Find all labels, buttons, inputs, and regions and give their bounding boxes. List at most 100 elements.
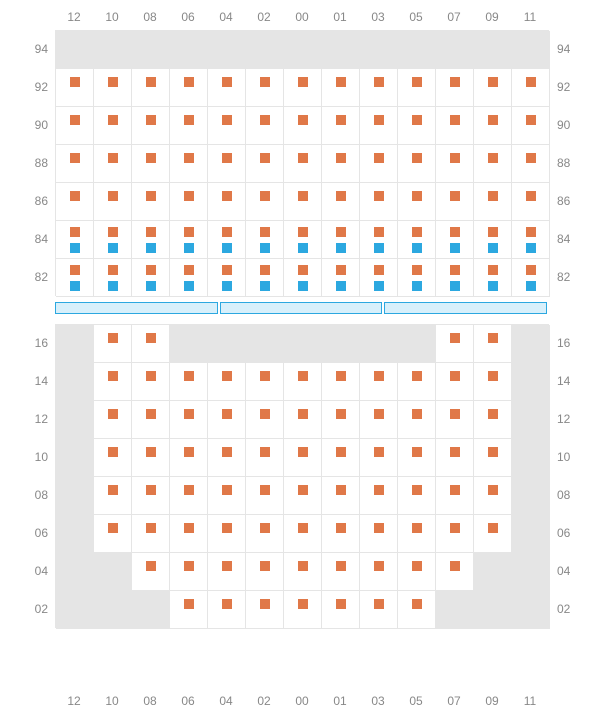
seat-cell[interactable] — [94, 401, 132, 439]
seat-cell[interactable] — [208, 477, 246, 515]
seat-cell[interactable] — [436, 439, 474, 477]
seat-cell[interactable] — [208, 259, 246, 297]
seat-cell[interactable] — [322, 183, 360, 221]
seat-cell[interactable] — [208, 401, 246, 439]
seat-cell[interactable] — [94, 515, 132, 553]
seat-cell[interactable] — [132, 325, 170, 363]
seat-cell[interactable] — [56, 183, 94, 221]
seat-cell[interactable] — [170, 591, 208, 629]
seat-cell[interactable] — [246, 515, 284, 553]
seat-cell[interactable] — [360, 259, 398, 297]
seat-cell[interactable] — [94, 183, 132, 221]
seat-cell[interactable] — [512, 69, 550, 107]
seat-cell[interactable] — [322, 69, 360, 107]
seat-cell[interactable] — [436, 69, 474, 107]
seat-cell[interactable] — [322, 145, 360, 183]
seat-cell[interactable] — [512, 145, 550, 183]
seat-cell[interactable] — [436, 515, 474, 553]
seat-cell[interactable] — [284, 401, 322, 439]
seat-cell[interactable] — [132, 145, 170, 183]
seat-cell[interactable] — [170, 515, 208, 553]
seat-cell[interactable] — [284, 183, 322, 221]
seat-cell[interactable] — [170, 107, 208, 145]
seat-cell[interactable] — [436, 145, 474, 183]
seat-cell[interactable] — [360, 591, 398, 629]
seat-cell[interactable] — [170, 145, 208, 183]
seat-cell[interactable] — [132, 107, 170, 145]
seat-cell[interactable] — [246, 145, 284, 183]
seat-cell[interactable] — [284, 515, 322, 553]
seat-cell[interactable] — [360, 477, 398, 515]
seat-cell[interactable] — [398, 69, 436, 107]
seat-cell[interactable] — [246, 439, 284, 477]
seat-cell[interactable] — [94, 325, 132, 363]
seat-cell[interactable] — [56, 259, 94, 297]
seat-cell[interactable] — [132, 221, 170, 259]
seat-cell[interactable] — [246, 221, 284, 259]
seat-cell[interactable] — [246, 591, 284, 629]
seat-cell[interactable] — [436, 259, 474, 297]
seat-cell[interactable] — [208, 439, 246, 477]
seat-cell[interactable] — [322, 259, 360, 297]
seat-cell[interactable] — [436, 107, 474, 145]
seat-cell[interactable] — [170, 439, 208, 477]
seat-cell[interactable] — [398, 259, 436, 297]
seat-cell[interactable] — [284, 591, 322, 629]
seat-cell[interactable] — [436, 183, 474, 221]
seat-cell[interactable] — [132, 401, 170, 439]
seat-cell[interactable] — [170, 553, 208, 591]
seat-cell[interactable] — [132, 515, 170, 553]
seat-cell[interactable] — [360, 107, 398, 145]
seat-cell[interactable] — [132, 439, 170, 477]
seat-cell[interactable] — [474, 477, 512, 515]
seat-cell[interactable] — [436, 325, 474, 363]
seat-cell[interactable] — [436, 401, 474, 439]
seat-cell[interactable] — [284, 259, 322, 297]
seat-cell[interactable] — [436, 363, 474, 401]
seat-cell[interactable] — [512, 107, 550, 145]
seat-cell[interactable] — [474, 325, 512, 363]
seat-cell[interactable] — [322, 591, 360, 629]
seat-cell[interactable] — [246, 183, 284, 221]
seat-cell[interactable] — [284, 363, 322, 401]
seat-cell[interactable] — [208, 69, 246, 107]
seat-cell[interactable] — [284, 553, 322, 591]
seat-cell[interactable] — [474, 515, 512, 553]
seat-cell[interactable] — [474, 221, 512, 259]
seat-cell[interactable] — [246, 259, 284, 297]
seat-cell[interactable] — [208, 363, 246, 401]
seat-cell[interactable] — [360, 69, 398, 107]
seat-cell[interactable] — [132, 477, 170, 515]
seat-cell[interactable] — [284, 69, 322, 107]
seat-cell[interactable] — [56, 221, 94, 259]
seat-cell[interactable] — [246, 69, 284, 107]
seat-cell[interactable] — [208, 107, 246, 145]
seat-cell[interactable] — [284, 107, 322, 145]
seat-cell[interactable] — [322, 221, 360, 259]
seat-cell[interactable] — [170, 477, 208, 515]
seat-cell[interactable] — [208, 221, 246, 259]
seat-cell[interactable] — [322, 401, 360, 439]
seat-cell[interactable] — [208, 183, 246, 221]
seat-cell[interactable] — [94, 477, 132, 515]
seat-cell[interactable] — [208, 515, 246, 553]
seat-cell[interactable] — [132, 363, 170, 401]
seat-cell[interactable] — [246, 401, 284, 439]
seat-cell[interactable] — [436, 477, 474, 515]
seat-cell[interactable] — [94, 145, 132, 183]
seat-cell[interactable] — [474, 259, 512, 297]
seat-cell[interactable] — [94, 107, 132, 145]
seat-cell[interactable] — [398, 553, 436, 591]
seat-cell[interactable] — [94, 221, 132, 259]
seat-cell[interactable] — [284, 477, 322, 515]
seat-cell[interactable] — [474, 69, 512, 107]
seat-cell[interactable] — [246, 107, 284, 145]
seat-cell[interactable] — [360, 553, 398, 591]
seat-cell[interactable] — [170, 363, 208, 401]
seat-cell[interactable] — [94, 439, 132, 477]
seat-cell[interactable] — [284, 145, 322, 183]
seat-cell[interactable] — [398, 401, 436, 439]
seat-cell[interactable] — [512, 183, 550, 221]
seat-cell[interactable] — [398, 363, 436, 401]
seat-cell[interactable] — [246, 553, 284, 591]
